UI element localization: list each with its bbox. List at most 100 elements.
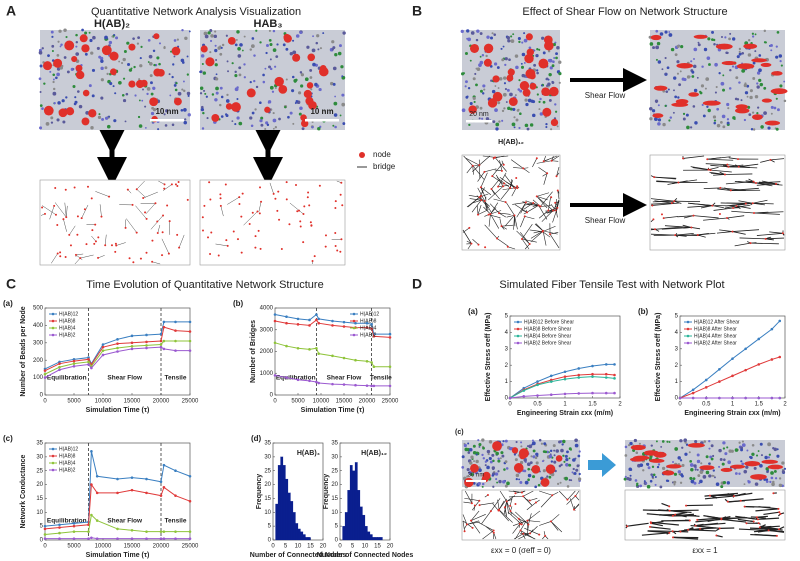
bead xyxy=(776,448,779,451)
bridge xyxy=(516,202,527,218)
node-cluster xyxy=(110,68,117,76)
bead xyxy=(494,85,497,87)
y-tick-label: 30 xyxy=(36,454,43,460)
bead xyxy=(317,48,320,51)
bead xyxy=(527,467,531,471)
bead xyxy=(720,81,725,86)
bead xyxy=(558,60,562,64)
series-point xyxy=(162,339,166,343)
bead xyxy=(260,116,264,120)
series-point xyxy=(549,380,553,383)
node xyxy=(706,158,709,161)
bridge xyxy=(215,243,228,247)
bridge xyxy=(652,202,680,206)
bead xyxy=(534,456,538,460)
node xyxy=(687,528,690,531)
series-point xyxy=(95,519,99,522)
snapshot xyxy=(648,29,788,131)
bead xyxy=(482,446,485,450)
bead xyxy=(767,126,771,130)
node-cluster xyxy=(767,464,783,470)
bead xyxy=(664,72,667,75)
bead xyxy=(39,126,43,130)
bead xyxy=(183,108,187,112)
bead xyxy=(746,95,749,98)
bead xyxy=(495,127,499,131)
bead xyxy=(306,45,310,49)
node xyxy=(573,508,576,511)
series-point xyxy=(365,384,369,387)
node xyxy=(295,184,298,187)
y-tick-label: 100 xyxy=(33,375,44,381)
bead xyxy=(528,46,532,50)
hist-bar xyxy=(362,514,366,541)
bead xyxy=(518,40,521,44)
series-point xyxy=(331,324,334,327)
bead xyxy=(538,438,542,442)
bead xyxy=(722,441,726,445)
bridge xyxy=(178,234,185,248)
series-point xyxy=(296,317,300,321)
node xyxy=(737,158,740,161)
bridge xyxy=(653,234,676,237)
bead xyxy=(770,49,773,52)
bead xyxy=(174,88,178,92)
bead xyxy=(541,36,545,40)
node xyxy=(509,504,512,507)
bead xyxy=(341,75,344,78)
node xyxy=(707,168,710,171)
bead xyxy=(546,450,549,454)
x-tick-label: 15 xyxy=(307,544,314,550)
bridge xyxy=(539,490,553,496)
bead xyxy=(526,445,530,448)
node-cluster xyxy=(715,43,733,50)
y-axis-label: Frequency xyxy=(256,474,263,510)
node xyxy=(566,498,569,501)
bridge xyxy=(736,205,751,209)
bead xyxy=(504,87,508,91)
bead xyxy=(144,105,147,108)
legend-label: H(AB)12 After Shear xyxy=(694,319,740,325)
bead xyxy=(199,92,203,95)
bridge xyxy=(573,503,580,510)
bridge xyxy=(506,501,509,515)
node xyxy=(272,192,275,195)
bead xyxy=(536,93,539,96)
bead xyxy=(121,93,125,97)
bead xyxy=(503,82,507,85)
bead xyxy=(104,35,108,40)
bead xyxy=(624,475,627,478)
bead xyxy=(756,112,759,115)
bead xyxy=(489,460,493,464)
node xyxy=(226,244,229,247)
series-point xyxy=(162,325,166,329)
bead xyxy=(508,58,511,62)
series-point xyxy=(174,537,177,540)
bead xyxy=(132,37,135,40)
series-point xyxy=(188,530,192,533)
legend-label: H(AB)12 xyxy=(360,311,379,317)
bead xyxy=(202,111,205,115)
node xyxy=(660,213,663,216)
bead xyxy=(56,72,60,77)
bead xyxy=(548,475,552,479)
node xyxy=(313,255,316,258)
bridge xyxy=(627,522,649,527)
bead xyxy=(747,53,752,57)
bead xyxy=(548,454,553,459)
series-point xyxy=(116,477,119,481)
bead xyxy=(702,475,707,479)
bead xyxy=(187,94,190,97)
bead xyxy=(668,31,671,33)
node xyxy=(154,202,157,205)
node xyxy=(516,185,519,188)
hist-bar xyxy=(342,526,346,541)
bridge xyxy=(479,196,489,209)
node xyxy=(203,204,206,207)
bead xyxy=(778,477,782,480)
bead xyxy=(274,126,278,129)
hist-bar xyxy=(364,526,368,541)
y-tick-label: 35 xyxy=(331,441,338,447)
bead xyxy=(712,115,717,119)
node xyxy=(671,530,674,533)
